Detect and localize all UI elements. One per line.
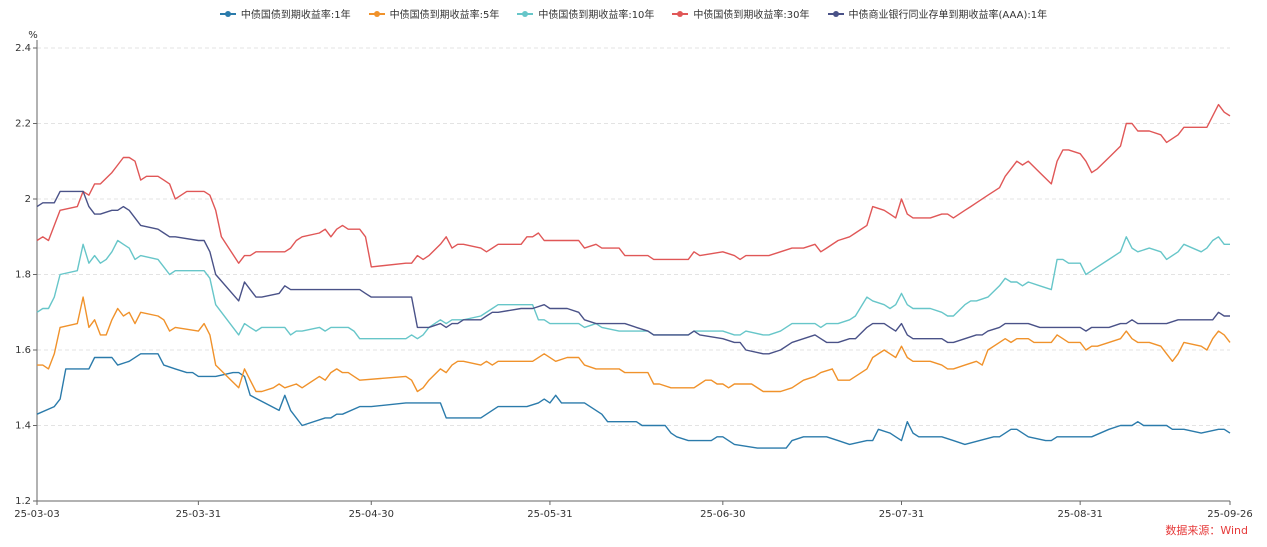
legend-item[interactable]: 中债国债到期收益率:1年: [219, 6, 351, 21]
legend-item[interactable]: 中债国债到期收益率:30年: [672, 6, 810, 21]
x-tick-label: 25-03-31: [176, 509, 221, 520]
legend-label: 中债国债到期收益率:5年: [389, 10, 500, 21]
series-line: [36, 236, 1230, 340]
y-tick-label: 2.2: [15, 119, 31, 130]
y-axis: 1.2 1.4 1.6 1.8 2 2.2 2.4%: [15, 30, 38, 507]
series-line: [36, 353, 1231, 449]
series-lines: [36, 103, 1231, 449]
legend-swatch: [827, 10, 844, 17]
series-line: [36, 103, 1231, 268]
legend-item[interactable]: 中债国债到期收益率:5年: [368, 6, 500, 21]
x-tick-label: 25-08-31: [1057, 509, 1102, 520]
data-source-note: 数据来源：Wind: [1165, 524, 1248, 537]
x-tick-label: 25-05-31: [527, 509, 572, 520]
legend-swatch: [672, 10, 689, 17]
x-tick-label: 25-06-30: [700, 509, 745, 520]
chart-legend: 中债国债到期收益率:1年 中债国债到期收益率:5年 中债国债到期收益率:10年 中债国…: [0, 6, 1267, 21]
legend-swatch: [517, 10, 534, 17]
x-tick-label: 25-03-03: [14, 509, 59, 520]
legend-label: 中债国债到期收益率:10年: [538, 10, 655, 21]
y-tick-label: 1.2: [15, 496, 31, 507]
y-tick-label: 2: [25, 194, 31, 205]
legend-swatch: [368, 10, 385, 17]
legend-item[interactable]: 中债国债到期收益率:10年: [517, 6, 654, 21]
x-tick-label: 25-07-31: [879, 509, 924, 520]
x-axis: 25-03-03 25-03-31 25-04-30 25-05-31 25-06-30…: [14, 500, 1253, 520]
legend-swatch: [219, 10, 236, 17]
legend-label: 中债国债到期收益率:1年: [240, 10, 351, 21]
y-tick-label: 1.4: [15, 421, 31, 432]
x-tick-label: 25-04-30: [349, 509, 394, 520]
legend-label: 中债国债到期收益率:30年: [693, 10, 810, 21]
x-tick-label: 25-09-26: [1207, 509, 1252, 520]
y-tick-label: 1.6: [15, 345, 31, 356]
legend-label: 中债商业银行同业存单到期收益率(AAA):1年: [848, 10, 1048, 21]
series-line: [37, 296, 1231, 393]
series-line: [36, 190, 1230, 355]
y-unit-label: %: [28, 30, 38, 41]
legend-item[interactable]: 中债商业银行同业存单到期收益率(AAA):1年: [827, 6, 1048, 21]
y-tick-label: 1.8: [15, 270, 31, 281]
y-tick-label: 2.4: [15, 43, 31, 54]
